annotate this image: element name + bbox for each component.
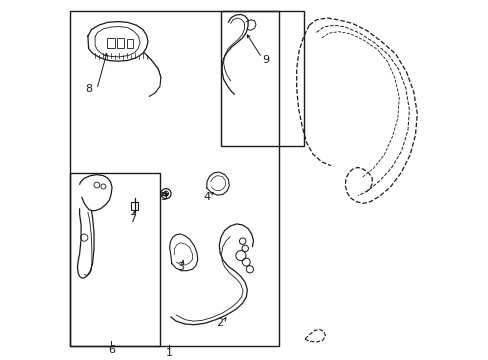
Bar bbox=[70, 173, 160, 346]
Text: 7: 7 bbox=[129, 214, 136, 224]
Text: 8: 8 bbox=[85, 84, 92, 94]
Text: 2: 2 bbox=[215, 318, 223, 328]
Bar bbox=[117, 38, 123, 48]
Text: 5: 5 bbox=[160, 192, 167, 202]
Bar bbox=[70, 11, 278, 346]
FancyBboxPatch shape bbox=[131, 202, 138, 210]
Bar bbox=[221, 11, 303, 146]
Bar bbox=[106, 38, 114, 48]
Bar bbox=[126, 39, 133, 48]
Text: 3: 3 bbox=[177, 262, 183, 272]
Text: 9: 9 bbox=[262, 55, 269, 66]
Text: 4: 4 bbox=[203, 192, 210, 202]
Text: 1: 1 bbox=[165, 348, 172, 358]
Text: 6: 6 bbox=[107, 345, 115, 355]
